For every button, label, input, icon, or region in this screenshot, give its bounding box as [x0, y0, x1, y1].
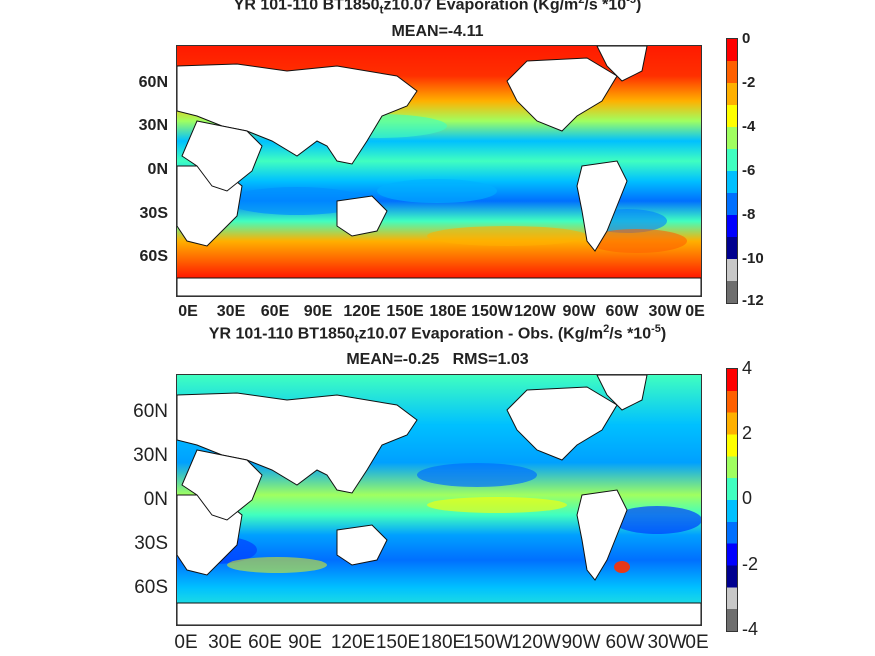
- panel1-ylabel-30n: 30N: [138, 117, 168, 134]
- panel2-xlabel: 120W: [511, 632, 561, 653]
- panel2-xlabel: 30W: [647, 632, 687, 653]
- panel1-map: [176, 45, 702, 297]
- panel2-map-svg: [177, 375, 701, 625]
- panel1-xlabel: 120E: [343, 303, 381, 320]
- panel2-xlabel: 30E: [208, 632, 242, 653]
- panel1-title: YR 101-110 BT1850tz10.07 Evaporation (Kg…: [233, 0, 642, 17]
- panel1-colorbar-label: -2: [742, 74, 756, 91]
- panel2-colorbar-label: -2: [742, 554, 759, 574]
- panel1-colorbar: [726, 38, 738, 304]
- panel2-xlabel: 90W: [561, 632, 601, 653]
- panel2-ylabel-30n: 30N: [133, 445, 168, 466]
- panel1-ylabel-30s: 30S: [139, 205, 168, 222]
- panel2-title: YR 101-110 BT1850tz10.07 Evaporation - O…: [208, 323, 667, 346]
- panel2-colorbar-label: -4: [742, 619, 759, 639]
- panel1-colorbar-label: -8: [742, 206, 756, 223]
- panel1-colorbar-label: -4: [742, 118, 756, 135]
- panel2-ylabel-60s: 60S: [134, 577, 168, 598]
- panel1-xlabel: 120W: [514, 303, 556, 320]
- panel1-map-svg: [177, 46, 701, 296]
- panel1-xlabel: 30E: [216, 303, 246, 320]
- panel2-colorbar-fill: [727, 369, 737, 631]
- panel1-xlabel: 150W: [471, 303, 513, 320]
- panel1-xlabel: 60W: [605, 303, 639, 320]
- panel2-colorbar-label: 4: [742, 358, 753, 378]
- panel2-xlabel: 0E: [174, 632, 198, 653]
- panel2-colorbar-label: 0: [742, 488, 753, 508]
- panel1-ylabel-60n: 60N: [138, 74, 168, 91]
- panel2-xlabel: 150E: [375, 632, 421, 653]
- panel2-xlabel: 120E: [330, 632, 376, 653]
- panel1-xlabels: 0E 30E 60E 90E 120E 150E 180E 150W 120W …: [0, 303, 875, 325]
- panel2-colorbar-label: 2: [742, 423, 753, 443]
- panel2-xlabel: 180E: [420, 632, 466, 653]
- panel1-xlabel: 150E: [386, 303, 424, 320]
- panel2-ylabel-30s: 30S: [134, 533, 168, 554]
- panel2-colorbar: [726, 368, 738, 632]
- panel2-xlabels: 0E 30E 60E 90E 120E 150E 180E 150W 120W …: [0, 632, 875, 656]
- panel1-xlabel: 180E: [429, 303, 467, 320]
- panel2-stats: MEAN=-0.25 RMS=1.03: [346, 351, 529, 368]
- panel2-xlabel: 90E: [288, 632, 322, 653]
- panel1-xlabel: 90E: [303, 303, 333, 320]
- panel1-xlabel: 30W: [648, 303, 682, 320]
- panel2-xlabel: 150W: [463, 632, 513, 653]
- panel1-xlabel: 90W: [562, 303, 596, 320]
- panel1-colorbar-label: -6: [742, 162, 756, 179]
- panel1-xlabel: 0E: [685, 303, 705, 320]
- panel2-xlabel: 60E: [248, 632, 282, 653]
- panel2-ylabel-0n: 0N: [143, 489, 168, 510]
- panel1-colorbar-label: -10: [742, 250, 764, 267]
- panel1-ylabel-0n: 0N: [147, 161, 168, 178]
- panel2-xlabel: 60W: [605, 632, 645, 653]
- panel1-colorbar-label: 0: [742, 30, 751, 47]
- panel1-ylabel-60s: 60S: [139, 248, 168, 265]
- panel2-map: [176, 374, 702, 626]
- panel1-colorbar-fill: [727, 39, 737, 303]
- panel1-xlabel: 60E: [260, 303, 290, 320]
- panel1-stats: MEAN=-4.11: [391, 23, 484, 40]
- panel1-xlabel: 0E: [178, 303, 198, 320]
- panel1-colorbar-label: -12: [742, 292, 764, 309]
- panel2-ylabel-60n: 60N: [133, 401, 168, 422]
- panel2-xlabel: 0E: [685, 632, 709, 653]
